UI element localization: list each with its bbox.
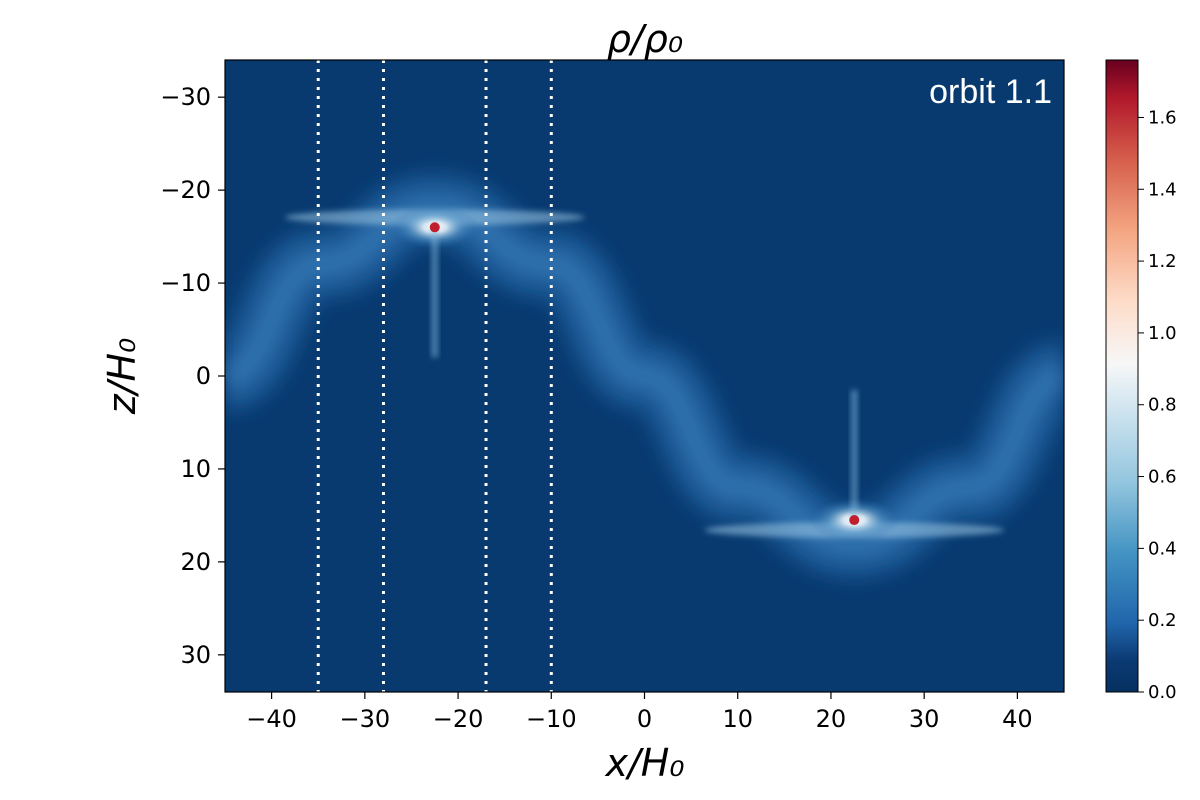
y-tick-label: 10 xyxy=(180,455,211,483)
colorbar: 0.0 0.2 0.4 0.6 0.8 1.0 1.2 1.4 1.6 xyxy=(1105,59,1177,703)
source-wake xyxy=(431,227,438,358)
orbit-annotation: orbit 1.1 xyxy=(929,73,1052,111)
vertical-lines xyxy=(316,60,553,692)
source-wake xyxy=(851,390,858,521)
x-tick-label: −40 xyxy=(246,705,297,733)
stream-ridge xyxy=(225,194,1064,558)
colorbar-tick-label: 1.6 xyxy=(1148,107,1177,128)
plot-area: orbit 1.1 xyxy=(224,59,1065,693)
x-tick-label: 20 xyxy=(816,705,847,733)
x-tick-label: −30 xyxy=(340,705,391,733)
y-tick-label: −20 xyxy=(160,176,211,204)
x-tick-label: 40 xyxy=(1002,705,1033,733)
y-tick-label: −10 xyxy=(160,269,211,297)
source-core xyxy=(849,515,860,526)
colorbar-tick-label: 0.0 xyxy=(1148,682,1177,703)
y-axis-title: z/H₀ xyxy=(100,338,144,416)
x-tick-label: 0 xyxy=(637,705,652,733)
y-tick-label: 0 xyxy=(196,362,211,390)
colorbar-gradient xyxy=(1105,59,1139,693)
x-axis: −40 −30 −20 −10 0 10 20 30 40 xyxy=(246,692,1033,733)
chart-title: ρ/ρ₀ xyxy=(607,17,683,61)
colorbar-tick-label: 0.2 xyxy=(1148,610,1177,631)
density-source-1 xyxy=(284,205,585,358)
colorbar-tick-label: 0.6 xyxy=(1148,467,1177,488)
heatmap-field xyxy=(225,173,1064,579)
colorbar-tick-label: 0.8 xyxy=(1148,395,1177,416)
y-tick-label: 30 xyxy=(180,641,211,669)
x-tick-label: 10 xyxy=(722,705,753,733)
colorbar-tick-label: 1.0 xyxy=(1148,323,1177,344)
y-axis: −30 −20 −10 0 10 20 30 xyxy=(160,83,225,669)
x-axis-title: x/H₀ xyxy=(604,741,684,785)
colorbar-tick-label: 1.2 xyxy=(1148,251,1177,272)
source-core xyxy=(429,222,440,233)
colorbar-tick-label: 1.4 xyxy=(1148,179,1177,200)
colorbar-ticks: 0.0 0.2 0.4 0.6 0.8 1.0 1.2 1.4 1.6 xyxy=(1138,107,1177,703)
x-tick-label: −20 xyxy=(433,705,484,733)
y-tick-label: 20 xyxy=(180,548,211,576)
x-tick-label: 30 xyxy=(909,705,940,733)
x-tick-label: −10 xyxy=(526,705,577,733)
y-tick-label: −30 xyxy=(160,83,211,111)
colorbar-tick-label: 0.4 xyxy=(1148,538,1177,559)
density-source-2 xyxy=(704,390,1005,543)
